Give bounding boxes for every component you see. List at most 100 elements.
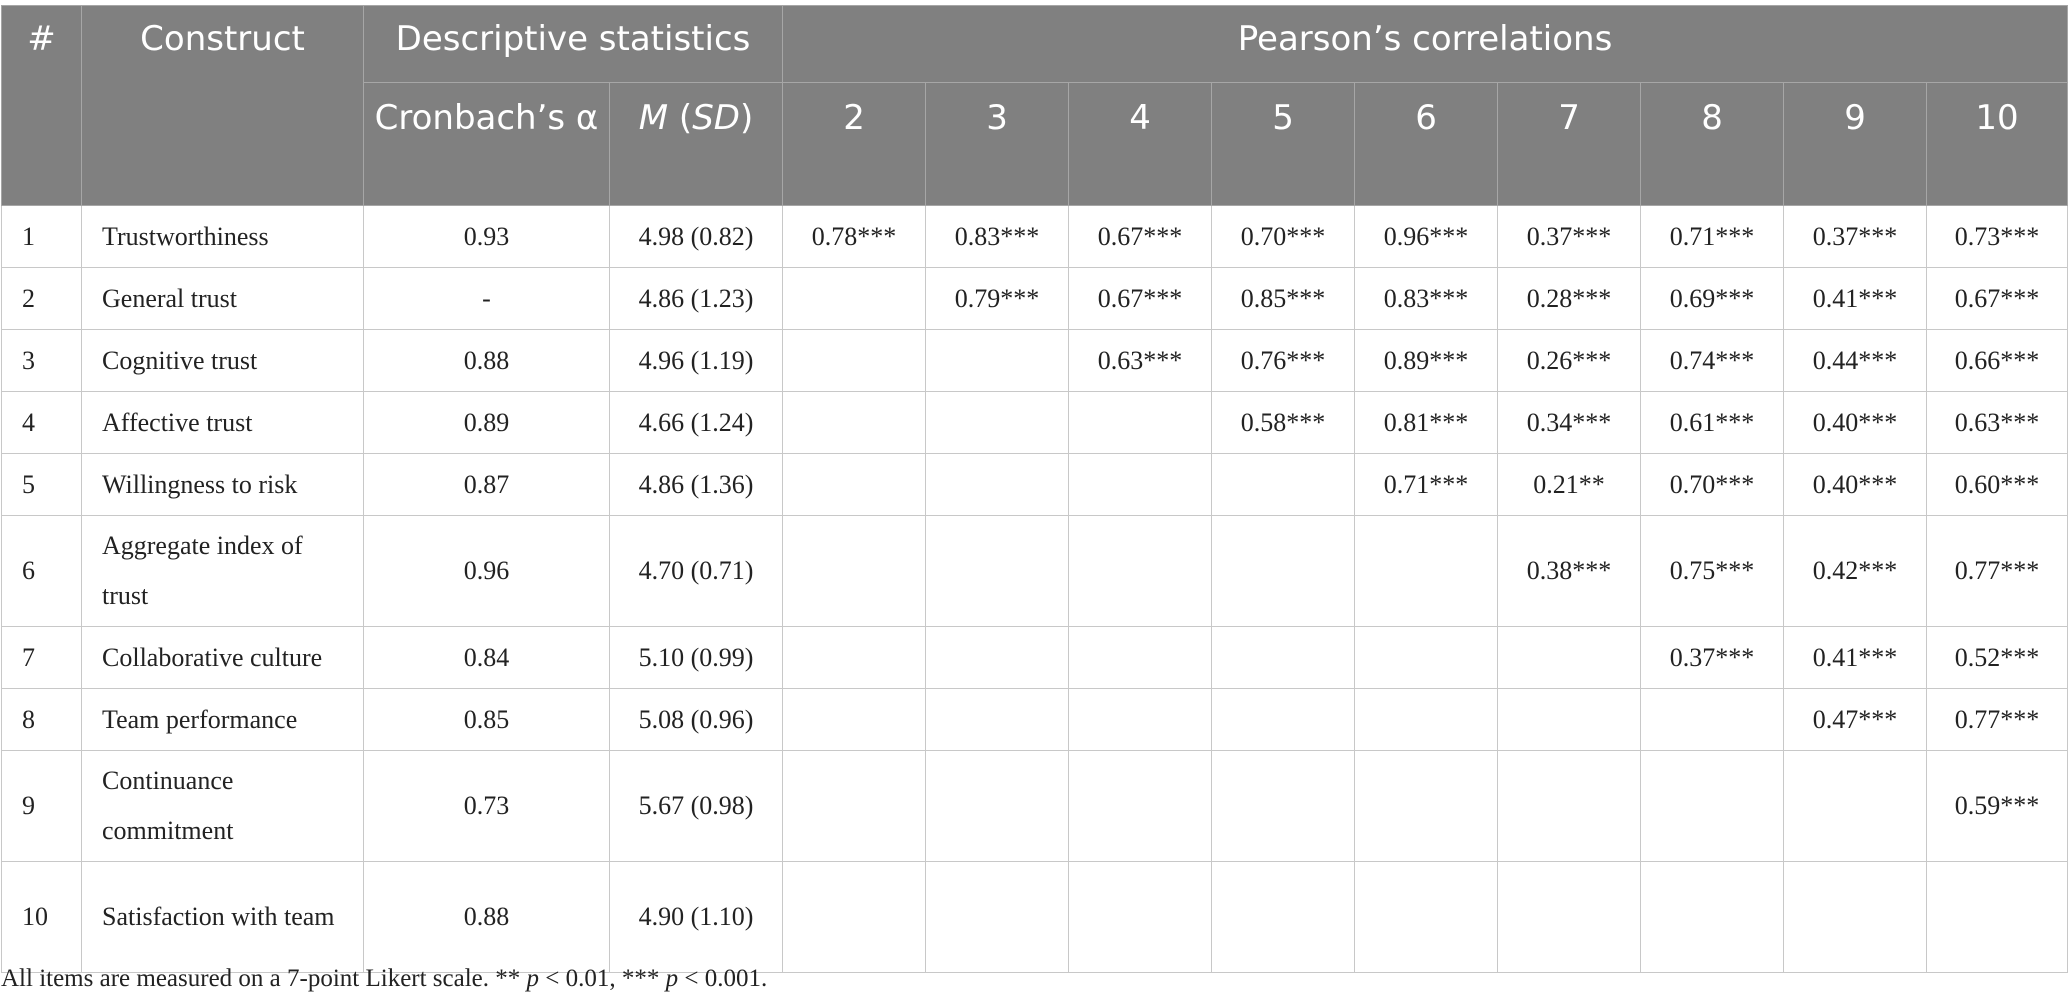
correlation-cell — [1640, 688, 1785, 751]
mean-sd: 4.70 (0.71) — [608, 515, 784, 627]
correlation-cell — [1211, 688, 1356, 751]
correlation-cell: 0.37*** — [1497, 205, 1642, 268]
mean-sd: 4.86 (1.23) — [608, 267, 784, 330]
correlation-cell — [1068, 688, 1213, 751]
correlation-cell: 0.74*** — [1640, 329, 1785, 392]
cronbach-alpha: 0.96 — [363, 515, 610, 627]
table-row: 4 Affective trust 0.89 4.66 (1.24) 0.58*** 0.… — [1, 391, 2068, 454]
row-number: 5 — [1, 453, 82, 516]
correlation-cell: 0.83*** — [1354, 267, 1499, 330]
correlation-cell: 0.38*** — [1497, 515, 1642, 627]
correlation-cell: 0.40*** — [1783, 453, 1928, 516]
correlation-cell: 0.42*** — [1783, 515, 1928, 627]
correlation-cell: 0.69*** — [1640, 267, 1785, 330]
correlation-cell — [782, 515, 927, 627]
correlation-cell — [782, 453, 927, 516]
mean-sd: 5.10 (0.99) — [608, 626, 784, 689]
header-corr-col: 6 — [1354, 82, 1499, 206]
correlation-cell — [782, 267, 927, 330]
header-m: M — [638, 98, 669, 138]
correlation-cell: 0.47*** — [1783, 688, 1928, 751]
correlation-cell — [1211, 626, 1356, 689]
row-number: 6 — [1, 515, 82, 627]
header-corr-col: 3 — [925, 82, 1070, 206]
construct-name: Aggregate index of trust — [81, 515, 364, 627]
correlation-cell: 0.75*** — [1640, 515, 1785, 627]
footnote-part1: All items are measured on a 7-point Like… — [1, 965, 527, 992]
correlation-cell: 0.71*** — [1354, 453, 1499, 516]
row-number: 4 — [1, 391, 82, 454]
correlation-cell: 0.76*** — [1211, 329, 1356, 392]
correlation-cell: 0.71*** — [1640, 205, 1785, 268]
correlation-cell — [782, 688, 927, 751]
correlation-cell — [782, 391, 927, 454]
correlation-cell — [1354, 688, 1499, 751]
correlation-cell — [1211, 453, 1356, 516]
correlation-cell — [925, 515, 1070, 627]
header-descriptive: Descriptive statistics — [362, 5, 784, 83]
correlation-cell — [925, 688, 1070, 751]
correlation-cell: 0.67*** — [1068, 267, 1213, 330]
row-number: 10 — [1, 861, 82, 973]
correlation-cell: 0.63*** — [1068, 329, 1213, 392]
cronbach-alpha: 0.88 — [363, 329, 610, 392]
table-footnote: All items are measured on a 7-point Like… — [1, 965, 767, 993]
correlation-cell — [1068, 515, 1213, 627]
correlation-cell — [1068, 626, 1213, 689]
header-sd: SD — [692, 98, 740, 138]
correlation-cell: 0.66*** — [1926, 329, 2068, 392]
table-row: 7 Collaborative culture 0.84 5.10 (0.99) 0.3… — [1, 626, 2068, 689]
correlation-cell — [925, 453, 1070, 516]
correlation-cell: 0.83*** — [925, 205, 1070, 268]
correlation-cell — [1068, 750, 1213, 862]
correlation-cell: 0.41*** — [1783, 626, 1928, 689]
correlation-cell: 0.70*** — [1211, 205, 1356, 268]
correlation-cell — [1497, 750, 1642, 862]
header-pearson: Pearson’s correlations — [782, 5, 2068, 83]
correlation-cell: 0.34*** — [1497, 391, 1642, 454]
correlation-cell: 0.70*** — [1640, 453, 1785, 516]
row-number: 1 — [1, 205, 82, 268]
mean-sd: 5.08 (0.96) — [608, 688, 784, 751]
construct-name: Cognitive trust — [81, 329, 364, 392]
construct-name: Affective trust — [81, 391, 364, 454]
correlation-cell — [1211, 750, 1356, 862]
correlation-cell: 0.61*** — [1640, 391, 1785, 454]
correlation-cell — [1354, 515, 1499, 627]
correlation-cell — [1497, 688, 1642, 751]
correlation-cell: 0.26*** — [1497, 329, 1642, 392]
correlation-cell — [1354, 750, 1499, 862]
correlation-cell — [925, 626, 1070, 689]
row-number: 2 — [1, 267, 82, 330]
correlation-cell: 0.40*** — [1783, 391, 1928, 454]
footnote-p1: p — [526, 965, 540, 992]
correlation-cell: 0.41*** — [1783, 267, 1928, 330]
correlation-cell: 0.67*** — [1068, 205, 1213, 268]
table-row: 10 Satisfaction with team 0.88 4.90 (1.10) — [1, 861, 2068, 973]
cronbach-alpha: 0.73 — [363, 750, 610, 862]
mean-sd: 4.90 (1.10) — [608, 861, 784, 973]
correlation-cell — [1068, 453, 1213, 516]
correlation-cell — [925, 329, 1070, 392]
table-row: 1 Trustworthiness 0.93 4.98 (0.82) 0.78*** 0.… — [1, 205, 2068, 268]
correlation-cell: 0.78*** — [782, 205, 927, 268]
correlation-cell: 0.28*** — [1497, 267, 1642, 330]
mean-sd: 4.86 (1.36) — [608, 453, 784, 516]
correlation-cell — [925, 391, 1070, 454]
header-corr-col: 8 — [1640, 82, 1785, 206]
correlation-cell: 0.67*** — [1926, 267, 2068, 330]
header-corr-col: 9 — [1783, 82, 1928, 206]
correlation-cell — [1211, 515, 1356, 627]
construct-name: General trust — [81, 267, 364, 330]
correlation-cell: 0.96*** — [1354, 205, 1499, 268]
table-row: 5 Willingness to risk 0.87 4.86 (1.36) 0.71*… — [1, 453, 2068, 516]
correlation-cell — [1497, 861, 1642, 973]
cronbach-alpha: - — [363, 267, 610, 330]
correlation-cell — [782, 329, 927, 392]
mean-sd: 4.66 (1.24) — [608, 391, 784, 454]
construct-name: Team performance — [81, 688, 364, 751]
correlation-cell: 0.89*** — [1354, 329, 1499, 392]
correlation-cell — [1926, 861, 2068, 973]
header-msd: M (SD) — [608, 82, 784, 206]
correlation-cell: 0.58*** — [1211, 391, 1356, 454]
